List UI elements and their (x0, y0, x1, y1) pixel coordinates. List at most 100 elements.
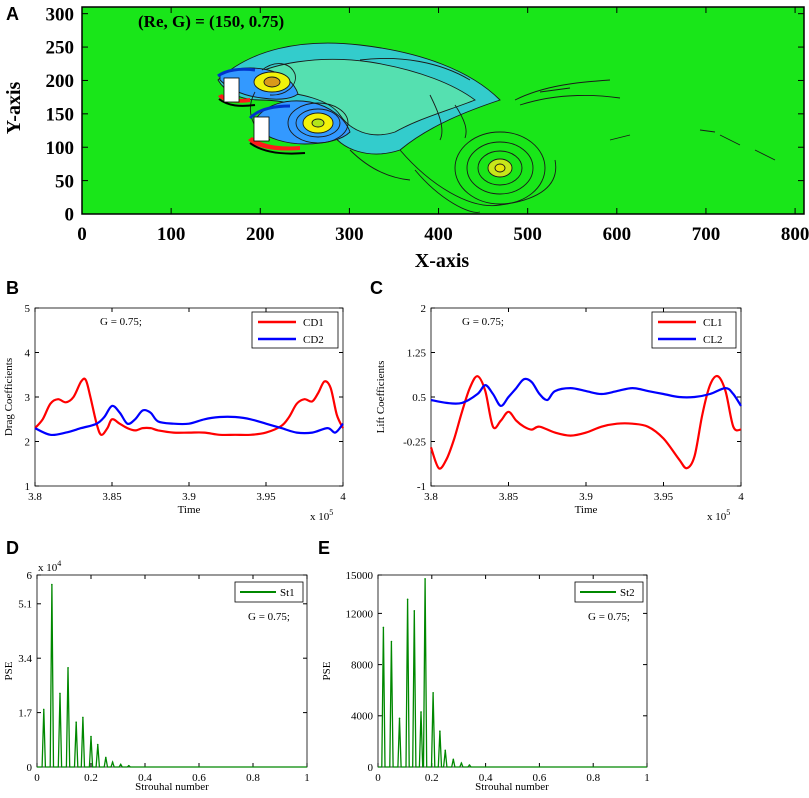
legend-c: CL1 CL2 (651, 311, 737, 349)
x-tick-label: 700 (692, 224, 721, 245)
axes-c: 3.8 3.85 3.9 3.95 4 -1 -0.25 0.5 1.25 2 (403, 303, 744, 503)
x-tick-label: 3.85 (102, 491, 122, 503)
chart-a-ylabel: Y-axis (3, 81, 25, 134)
spectrum-peak (75, 721, 77, 723)
y-tick-label: 5.1 (18, 599, 32, 611)
chart-c-x-multiplier: x 105 (707, 508, 730, 523)
series-line-cl2 (430, 377, 742, 407)
series-line-cl1 (429, 374, 742, 470)
chart-a-title: (Re, G) = (150, 0.75) (138, 12, 284, 31)
axes-a: 0 100 200 300 400 500 600 700 800 0 50 100 150 200 250… (46, 4, 809, 245)
chart-d-annotation: G = 0.75; (248, 611, 290, 623)
chart-b-annotation: G = 0.75; (100, 316, 142, 328)
x-tick-label: 3.8 (424, 491, 438, 503)
downstream-vortex-ring-2 (466, 141, 534, 195)
wake-contours (217, 42, 776, 213)
spectrum-peak (51, 583, 53, 586)
spectrum-st1-chart: 0 0.2 0.4 0.6 0.8 1 0 1.7 3.4 5.1 6 x 104 G = 0.75… (3, 559, 310, 793)
x-tick-label: 200 (246, 224, 275, 245)
panel-e-letter: E (318, 538, 331, 558)
x-tick-label: 3.8 (28, 491, 42, 503)
lift-coefficients-chart: 3.8 3.85 3.9 3.95 4 -1 -0.25 0.5 1.25 2 G = 0.75;… (375, 303, 744, 523)
upper-vortex-center (263, 76, 281, 88)
downstream-vortex-ring-3 (477, 150, 523, 186)
series-line-cd2 (34, 404, 344, 437)
mid-wake-contour-2 (349, 149, 411, 181)
x-tick-label: 0 (375, 772, 381, 784)
chart-b-x-multiplier-base: x 10 (310, 511, 330, 523)
spectrum-peak (439, 730, 441, 732)
y-tick-label: 5 (25, 303, 31, 315)
x-tick-label: 3.85 (499, 491, 519, 503)
spectrum-peak (398, 717, 401, 720)
spectrum-peak (460, 762, 463, 764)
x-tick-label: 0 (77, 224, 87, 245)
lines-d (37, 583, 307, 768)
y-tick-label: 50 (55, 171, 74, 192)
lower-cylinder-top-blue (248, 104, 291, 120)
upper-cylinder-top-blue (217, 67, 256, 78)
x-tick-label: 1 (304, 772, 310, 784)
x-tick-label: 400 (424, 224, 453, 245)
chart-c-x-multiplier-base: x 10 (707, 511, 727, 523)
panel-c-letter: C (370, 278, 383, 298)
y-tick-label: 100 (46, 138, 75, 159)
spectrum-peak (424, 578, 426, 580)
chart-d-xlabel: Strouhal number (135, 781, 209, 793)
y-tick-label: 200 (46, 71, 75, 92)
chart-c-xlabel: Time (575, 504, 598, 516)
upper-cylinder (223, 77, 240, 103)
spectrum-peak (432, 691, 434, 694)
lower-cylinder (253, 116, 270, 142)
x-tick-label: 0.2 (84, 772, 98, 784)
y-tick-label: 3 (25, 392, 31, 404)
spectrum-peak (105, 756, 107, 759)
legend-c-cl1-label: CL1 (703, 317, 723, 329)
y-tick-label: -1 (417, 481, 426, 493)
spectrum-peak (111, 761, 114, 763)
lines-e (378, 578, 647, 768)
x-tick-label: 1 (644, 772, 650, 784)
lower-cylinder-shear-dark (249, 142, 306, 155)
chart-b-ylabel: Drag Coefficients (3, 358, 15, 436)
legend-b-cd2-label: CD2 (303, 334, 324, 346)
lines-c (429, 374, 742, 470)
chart-b-x-multiplier: x 105 (310, 508, 333, 523)
chart-e-annotation: G = 0.75; (588, 611, 630, 623)
y-tick-label: 4 (25, 347, 31, 359)
far-wake-contour-3 (514, 79, 611, 101)
spectrum-peak (67, 667, 69, 669)
x-tick-label: 100 (157, 224, 186, 245)
x-tick-label: 0.4 (138, 772, 152, 784)
x-tick-label: 3.95 (256, 491, 276, 503)
spectrum-peak (406, 598, 409, 601)
spectrum-peak (82, 716, 84, 719)
spectrum-peak (413, 610, 416, 612)
panel-b-letter: B (6, 278, 19, 298)
series-line-cd1 (34, 377, 345, 437)
y-tick-label: 15000 (346, 570, 374, 582)
lower-vortex-ring-2 (295, 108, 341, 138)
x-tick-label: 800 (781, 224, 809, 245)
plot-frame-d (36, 574, 308, 768)
spectrum-peak (382, 626, 385, 629)
upper-vortex-ring (261, 63, 296, 96)
downstream-vortex-ring-1 (454, 131, 546, 205)
lower-vortex-ring-1 (287, 102, 349, 144)
y-tick-label: 1.7 (18, 707, 32, 719)
upper-cylinder-shear-dark (218, 98, 256, 107)
y-tick-label: 0 (65, 205, 75, 226)
spectrum-peak (420, 711, 422, 713)
far-wake-contour-9 (699, 129, 716, 133)
legend-d-st1-label: St1 (280, 587, 295, 599)
lower-shear-layer (254, 100, 351, 145)
axes-d: 0 0.2 0.4 0.6 0.8 1 0 1.7 3.4 5.1 6 (18, 570, 310, 784)
mid-wake-contour-4 (454, 104, 467, 139)
x-tick-label: 3.95 (654, 491, 674, 503)
y-tick-label: 3.4 (18, 653, 32, 665)
far-wake-contour-8 (754, 149, 776, 161)
panel-d-letter: D (6, 538, 19, 558)
x-tick-label: 4 (340, 491, 346, 503)
